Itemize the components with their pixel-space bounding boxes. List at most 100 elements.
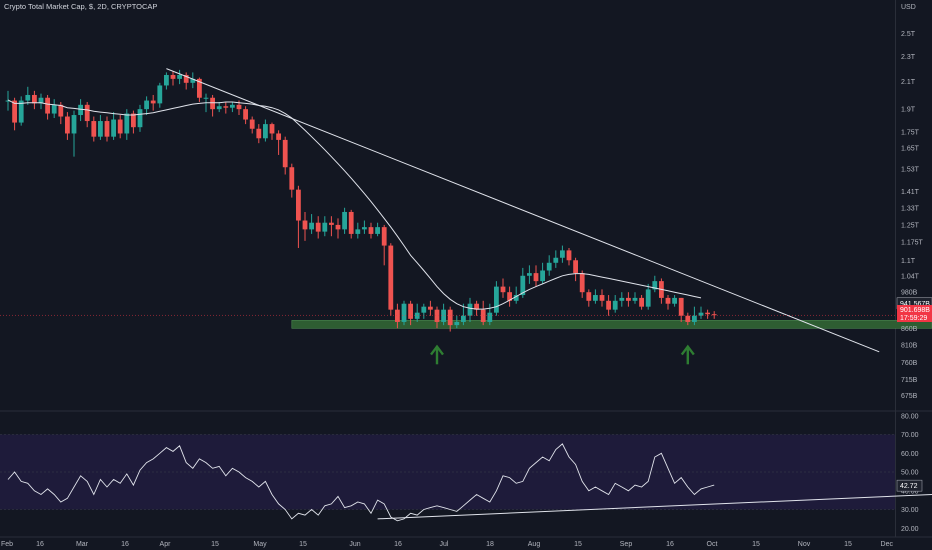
- candle: [256, 124, 262, 144]
- candle-body: [117, 119, 123, 134]
- candle-body: [566, 250, 572, 261]
- price-tick-label: 1.65T: [901, 146, 920, 153]
- rsi-value-label: 42.72: [900, 483, 918, 490]
- candle-body: [302, 220, 308, 230]
- candle: [111, 112, 116, 140]
- candle: [395, 303, 400, 329]
- currency-label: USD: [901, 4, 916, 11]
- candle: [322, 216, 328, 237]
- candle: [434, 306, 440, 329]
- candle: [500, 278, 506, 298]
- candle: [586, 289, 592, 307]
- candle: [38, 93, 44, 110]
- candle: [507, 286, 512, 307]
- candle-body: [315, 222, 321, 232]
- candle-body: [678, 297, 684, 316]
- candle-body: [619, 297, 625, 301]
- time-tick-label: Jul: [440, 541, 449, 548]
- candle: [494, 281, 499, 316]
- time-tick-label: 15: [844, 541, 852, 548]
- candle-body: [593, 295, 598, 301]
- candle: [612, 295, 618, 313]
- candle: [210, 94, 215, 117]
- candle: [678, 297, 684, 322]
- candle: [164, 72, 169, 90]
- candle: [348, 209, 354, 239]
- candle: [131, 110, 136, 134]
- candle: [144, 96, 149, 116]
- rsi-tick-label: 40.00: [901, 488, 919, 495]
- candle-body: [533, 273, 539, 282]
- rsi-line: [7, 443, 715, 522]
- candle-body: [263, 124, 268, 139]
- time-tick-label: 15: [299, 541, 307, 548]
- candle-body: [652, 281, 658, 290]
- candle: [553, 250, 559, 268]
- candle: [573, 257, 578, 282]
- candle-body: [269, 124, 275, 134]
- candle-body: [210, 97, 215, 110]
- candle-body: [342, 211, 347, 230]
- candle-body: [626, 297, 631, 301]
- candle-body: [586, 292, 592, 301]
- candle-body: [500, 286, 506, 293]
- price-tick-label: 860B: [901, 326, 918, 333]
- candle-body: [236, 104, 242, 110]
- candle-body: [98, 121, 103, 137]
- candle: [71, 110, 77, 157]
- candle-body: [282, 139, 288, 168]
- price-tick-label: 1.25T: [901, 222, 920, 229]
- candle-body: [12, 100, 17, 123]
- candle: [414, 303, 420, 322]
- candle: [78, 99, 83, 122]
- candle: [368, 222, 374, 239]
- candle: [150, 94, 156, 111]
- candle-body: [692, 315, 697, 322]
- candle-body: [612, 300, 618, 310]
- candle-body: [45, 97, 50, 114]
- rsi-tick-label: 50.00: [901, 470, 919, 477]
- time-tick-label: 18: [486, 541, 494, 548]
- candle-body: [223, 106, 229, 108]
- price-tick-label: 760B: [901, 360, 918, 367]
- candle-body: [131, 113, 136, 128]
- candle-body: [480, 309, 486, 322]
- candle-body: [711, 314, 717, 316]
- candle: [362, 220, 367, 234]
- price-tick-label: 810B: [901, 342, 918, 349]
- candle-body: [243, 109, 248, 120]
- candle: [381, 224, 387, 266]
- candle-body: [401, 303, 407, 322]
- rsi-value-badge: [896, 479, 923, 492]
- candle-body: [355, 229, 361, 234]
- candle: [652, 275, 658, 293]
- candle-body: [421, 306, 427, 313]
- candle-body: [434, 309, 440, 322]
- candle: [428, 300, 433, 316]
- candle-body: [78, 104, 83, 116]
- candle: [639, 295, 644, 310]
- candle: [223, 101, 229, 114]
- rsi-tick-label: 70.00: [901, 432, 919, 439]
- candle: [243, 106, 248, 125]
- candle-body: [230, 104, 235, 108]
- candle-body: [32, 94, 37, 104]
- time-tick-label: Oct: [707, 541, 718, 548]
- candle-body: [296, 189, 301, 221]
- time-tick-label: Sep: [620, 541, 633, 548]
- candle-body: [124, 113, 130, 134]
- candle-body: [104, 121, 110, 137]
- candle-body: [71, 115, 77, 134]
- candle-body: [414, 312, 420, 319]
- candle: [375, 222, 380, 237]
- arrow-head: [430, 344, 444, 356]
- price-tick-label: 1.33T: [901, 205, 920, 212]
- candle-body: [408, 303, 413, 319]
- candle: [540, 262, 545, 284]
- candle-body: [329, 222, 334, 225]
- candle: [401, 300, 407, 326]
- candle-body: [447, 309, 453, 326]
- time-tick-label: 16: [36, 541, 44, 548]
- time-tick-label: Dec: [881, 541, 894, 548]
- candle: [124, 109, 130, 140]
